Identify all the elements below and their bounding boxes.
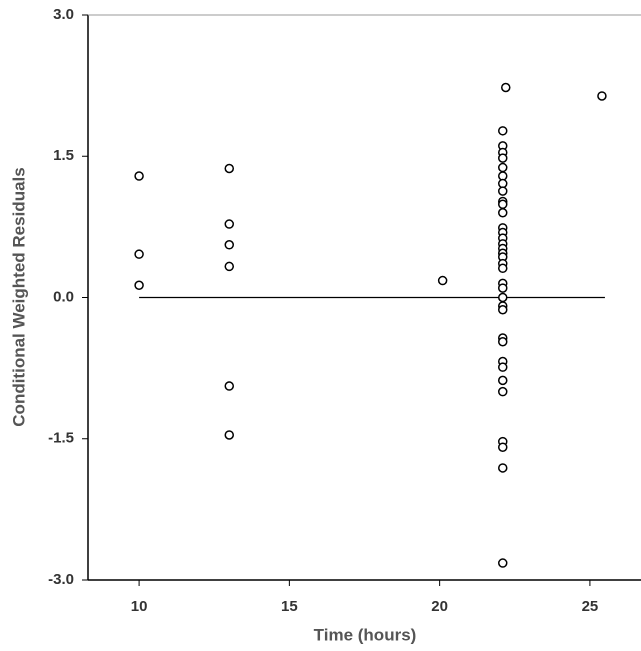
point: [501, 82, 511, 93]
x-tick-label: 10: [131, 598, 148, 615]
point: [597, 91, 607, 101]
point: [224, 430, 235, 440]
point: [498, 304, 508, 315]
x-tick-label: 15: [281, 598, 298, 615]
y-tick-label: 1.5: [53, 147, 74, 164]
y-tick-label: -1.5: [48, 430, 74, 447]
point: [498, 199, 508, 210]
x-tick-label: 25: [582, 598, 599, 615]
point: [498, 263, 508, 274]
point: [498, 463, 508, 473]
point: [224, 381, 235, 391]
point: [498, 208, 508, 218]
point: [224, 240, 235, 250]
y-tick-label: 3.0: [53, 6, 74, 23]
x-axis-title: Time (hours): [314, 625, 417, 644]
point: [498, 162, 508, 173]
point: [498, 292, 508, 303]
point: [498, 442, 508, 452]
point: [498, 126, 508, 136]
y-tick-label: 0.0: [53, 288, 74, 305]
point: [498, 153, 508, 163]
point: [498, 375, 508, 386]
y-axis-title: Conditional Weighted Residuals: [9, 167, 28, 426]
y-tick-label: -3.0: [48, 571, 74, 588]
point: [224, 163, 235, 174]
point: [134, 249, 144, 259]
point: [498, 362, 508, 372]
point: [498, 558, 508, 568]
point: [498, 386, 508, 397]
point: [498, 337, 508, 347]
point: [498, 186, 508, 196]
point: [134, 280, 144, 291]
point: [498, 283, 508, 293]
point: [437, 275, 448, 286]
point: [224, 219, 235, 229]
x-tick-label: 20: [431, 598, 448, 615]
point: [134, 171, 144, 181]
point: [224, 261, 235, 272]
